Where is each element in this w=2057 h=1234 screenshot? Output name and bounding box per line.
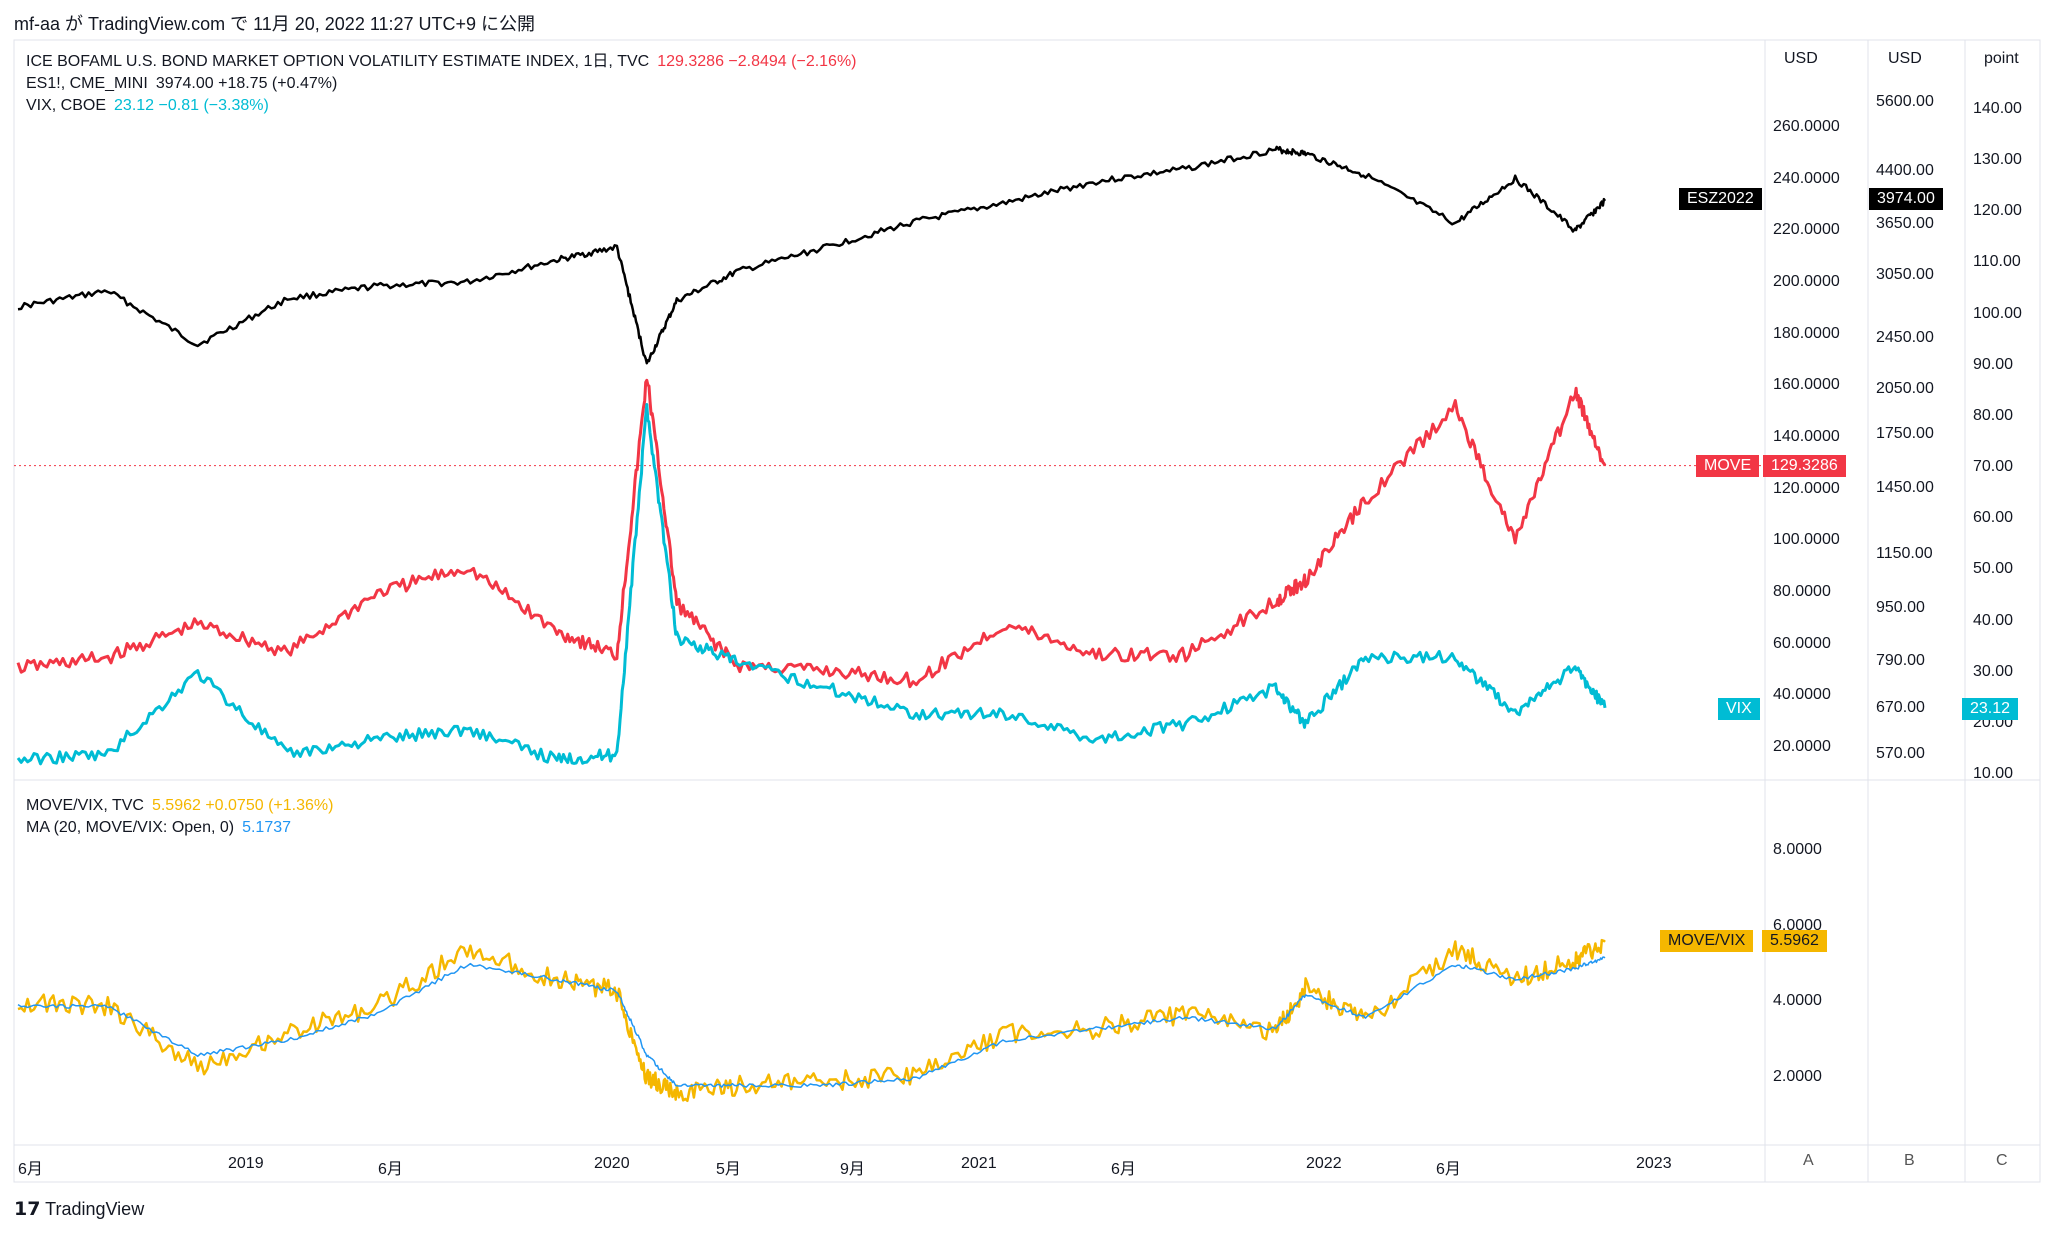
publish-info: mf-aa が TradingView.com で 11月 20, 2022 1… — [14, 14, 536, 34]
es-axis-tick: 570.00 — [1876, 745, 1925, 762]
legend-es[interactable]: ES1!, CME_MINI 3974.00 +18.75 (+0.47%) — [26, 73, 857, 95]
es-axis-tick: 2450.00 — [1876, 328, 1934, 346]
tag-ratio-label: MOVE/VIX — [1660, 930, 1754, 952]
ratio-axis-tick: 8.0000 — [1773, 841, 1822, 858]
series-lines — [14, 145, 1765, 1103]
vix-axis-tick: 70.00 — [1973, 458, 2014, 476]
legend-es-value: 3974.00 +18.75 (+0.47%) — [155, 75, 338, 92]
vix-axis-tick: 140.00 — [1973, 100, 2022, 117]
ratio-axis-tick: 4.0000 — [1773, 992, 1822, 1010]
move-axis-tick: 60.0000 — [1773, 634, 1831, 652]
time-axis-tick: 6月 — [1436, 1161, 1461, 1178]
legend-ma-value: 5.1737 — [242, 819, 292, 836]
footer-brand: TradingView — [45, 1199, 145, 1219]
legend-move[interactable]: ICE BOFAML U.S. BOND MARKET OPTION VOLAT… — [26, 51, 857, 73]
axis-header-move: USD — [1784, 50, 1818, 67]
move-axis-tick: 20.0000 — [1773, 738, 1831, 755]
tag-ratio-value: 5.5962 — [1762, 930, 1827, 952]
move-axis-tick: 120.0000 — [1773, 479, 1840, 497]
es-axis-tick: 4400.00 — [1876, 161, 1934, 179]
move-axis-tick: 100.0000 — [1773, 531, 1840, 549]
vix-line — [16, 403, 1607, 766]
ma-line — [17, 956, 1606, 1089]
vix-axis-tick: 30.00 — [1973, 662, 2014, 680]
es-axis-tick: 1150.00 — [1876, 544, 1933, 562]
es-axis-tick: 790.00 — [1876, 651, 1925, 669]
legend-move-name: ICE BOFAML U.S. BOND MARKET OPTION VOLAT… — [26, 53, 650, 70]
vix-axis-tick: 40.00 — [1973, 611, 2014, 629]
time-axis-tick: 2020 — [594, 1155, 630, 1172]
outer-border — [13, 39, 2041, 1183]
scale-button-c[interactable]: C — [1996, 1152, 2008, 1169]
move-axis-tick: 240.0000 — [1773, 169, 1840, 187]
move-line — [16, 378, 1607, 689]
move-axis-tick: 260.0000 — [1773, 118, 1840, 135]
legend-top: ICE BOFAML U.S. BOND MARKET OPTION VOLAT… — [26, 51, 857, 117]
time-axis-tick: 2019 — [228, 1155, 264, 1172]
time-axis-tick: 6月 — [18, 1161, 43, 1178]
es-axis-tick: 670.00 — [1876, 698, 1925, 716]
vix-axis-tick: 10.00 — [1973, 765, 2014, 782]
legend-vix-name: VIX, CBOE — [26, 97, 107, 114]
legend-ratio-name: MOVE/VIX, TVC — [26, 797, 144, 814]
tag-es-value: 3974.00 — [1869, 188, 1943, 210]
tag-vix-value: 23.12 — [1962, 698, 2019, 720]
legend-ma[interactable]: MA (20, MOVE/VIX: Open, 0) 5.1737 — [26, 817, 333, 839]
legend-ratio[interactable]: MOVE/VIX, TVC 5.5962 +0.0750 (+1.36%) — [26, 795, 333, 817]
vix-axis-tick: 130.00 — [1973, 151, 2022, 169]
tag-move-value: 129.3286 — [1763, 455, 1846, 477]
move-axis-tick: 80.0000 — [1773, 583, 1831, 600]
es-axis-tick: 1750.00 — [1876, 424, 1934, 442]
es-line — [17, 145, 1607, 365]
move-axis-tick: 220.0000 — [1773, 221, 1840, 239]
chart-frame — [13, 39, 2041, 1183]
time-axis-tick: 9月 — [840, 1161, 865, 1178]
time-axis-tick: 2023 — [1636, 1155, 1672, 1172]
axis-header-es: USD — [1888, 50, 1922, 67]
ratio-axis-tick: 2.0000 — [1773, 1068, 1822, 1085]
es-axis-tick: 3650.00 — [1876, 215, 1934, 233]
time-axis-tick: 6月 — [378, 1161, 403, 1178]
legend-vix-value: 23.12 −0.81 (−3.38%) — [114, 97, 269, 114]
es-axis-tick: 2050.00 — [1876, 379, 1934, 397]
legend-es-name: ES1!, CME_MINI — [26, 75, 148, 92]
move-axis-tick: 160.0000 — [1773, 376, 1840, 394]
vix-axis-tick: 120.00 — [1973, 202, 2022, 220]
es-axis-tick: 3050.00 — [1876, 266, 1934, 284]
es-axis-tick: 950.00 — [1876, 599, 1925, 617]
move-axis-tick: 180.0000 — [1773, 324, 1840, 342]
tag-move-label: MOVE — [1696, 455, 1760, 477]
vix-axis-tick: 80.00 — [1973, 406, 2014, 424]
tag-es-label: ESZ2022 — [1679, 188, 1762, 210]
move-axis-tick: 40.0000 — [1773, 686, 1831, 704]
time-axis-tick: 2022 — [1306, 1155, 1342, 1172]
legend-bottom: MOVE/VIX, TVC 5.5962 +0.0750 (+1.36%) MA … — [26, 795, 333, 839]
vix-axis-tick: 60.00 — [1973, 509, 2014, 527]
es-axis-tick: 5600.00 — [1876, 93, 1934, 110]
scale-button-a[interactable]: A — [1803, 1152, 1814, 1169]
vix-axis-tick: 50.00 — [1973, 560, 2014, 578]
tradingview-logo-icon: 𝟭𝟳 — [14, 1199, 41, 1220]
es-axis-tick: 1450.00 — [1876, 478, 1934, 496]
time-axis-tick: 6月 — [1111, 1161, 1136, 1178]
vix-axis-tick: 100.00 — [1973, 304, 2022, 322]
legend-ma-name: MA (20, MOVE/VIX: Open, 0) — [26, 819, 235, 836]
move-axis-tick: 200.0000 — [1773, 273, 1840, 290]
footer-logo[interactable]: 𝟭𝟳 TradingView — [14, 1198, 144, 1221]
vix-axis-tick: 90.00 — [1973, 355, 2014, 373]
move-axis-tick: 140.0000 — [1773, 428, 1840, 445]
legend-move-value: 129.3286 −2.8494 (−2.16%) — [657, 53, 857, 70]
legend-ratio-value: 5.5962 +0.0750 (+1.36%) — [151, 797, 334, 814]
axis-header-vix: point — [1984, 50, 2019, 67]
legend-vix[interactable]: VIX, CBOE 23.12 −0.81 (−3.38%) — [26, 95, 857, 117]
vix-axis-tick: 110.00 — [1973, 253, 2021, 271]
time-axis-tick: 2021 — [961, 1155, 997, 1172]
ratio-axis-tick: 6.0000 — [1773, 916, 1822, 934]
scale-button-b[interactable]: B — [1904, 1152, 1915, 1169]
move-vix-ratio-line — [17, 938, 1606, 1103]
tag-vix-label: VIX — [1718, 698, 1760, 720]
time-axis-tick: 5月 — [716, 1161, 741, 1178]
